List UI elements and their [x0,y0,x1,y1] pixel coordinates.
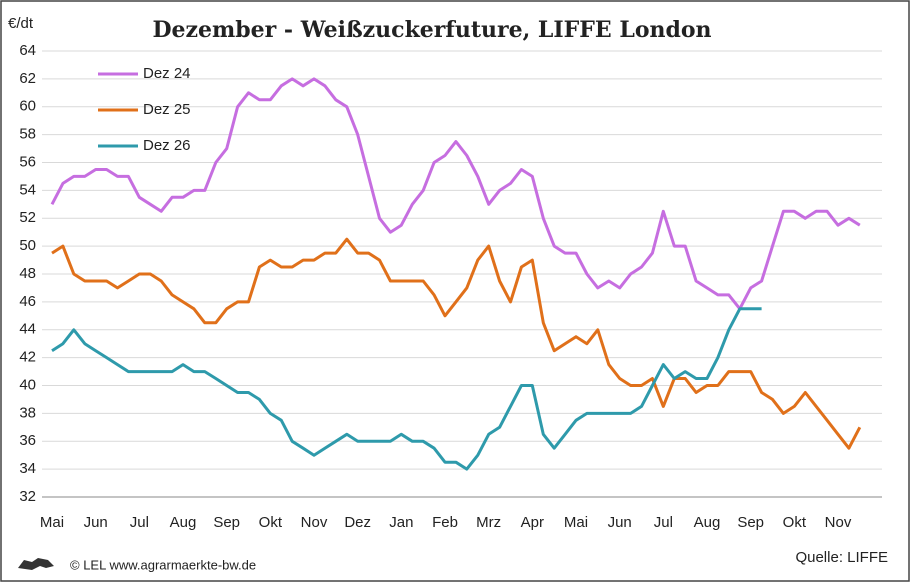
x-tick-label: Mai [40,514,64,531]
y-tick-label: 36 [19,432,36,449]
y-tick-label: 50 [19,237,36,254]
x-tick-label: Mai [564,514,588,531]
logo [18,558,54,570]
x-tick-label: Nov [301,514,328,531]
x-tick-label: Jun [84,514,108,531]
y-tick-label: 34 [19,460,36,477]
footer: © LEL www.agrarmaerkte-bw.de [70,557,256,572]
line-series [51,307,762,471]
legend-label: Dez 26 [143,137,191,154]
x-tick-label: Okt [259,514,283,531]
y-tick-label: 42 [19,349,36,366]
y-axis-label: €/dt [8,15,34,32]
y-tick-label: 58 [19,126,36,143]
x-tick-label: Jun [608,514,632,531]
y-tick-label: 46 [19,293,36,310]
x-tick-label: Aug [694,514,721,531]
y-tick-label: 56 [19,153,36,170]
x-tick-label: Sep [737,514,764,531]
legend-label: Dez 25 [143,101,191,118]
chart-title: Dezember - Weißzuckerfuture, LIFFE Londo… [152,17,711,43]
y-tick-label: 62 [19,70,36,87]
x-tick-label: Sep [213,514,240,531]
source: Quelle: LIFFE [795,549,888,566]
x-tick-label: Feb [432,514,458,531]
legend-label: Dez 24 [143,65,191,82]
y-tick-label: 52 [19,209,36,226]
y-tick-label: 44 [19,321,36,338]
line-series [51,237,862,450]
x-tick-label: Nov [825,514,852,531]
y-tick-label: 54 [19,181,36,198]
x-tick-label: Jan [389,514,413,531]
x-tick-label: Jul [654,514,673,531]
x-tick-label: Apr [521,514,544,531]
x-tick-label: Jul [130,514,149,531]
y-tick-label: 32 [19,488,36,505]
x-tick-label: Okt [783,514,807,531]
y-tick-label: 38 [19,404,36,421]
line-series [50,77,861,311]
x-tick-label: Dez [344,514,371,531]
y-tick-label: 64 [19,42,36,59]
x-tick-label: Mrz [476,514,501,531]
y-tick-label: 60 [19,98,36,115]
y-tick-label: 40 [19,376,36,393]
y-tick-label: 48 [19,265,36,282]
x-tick-label: Aug [170,514,197,531]
